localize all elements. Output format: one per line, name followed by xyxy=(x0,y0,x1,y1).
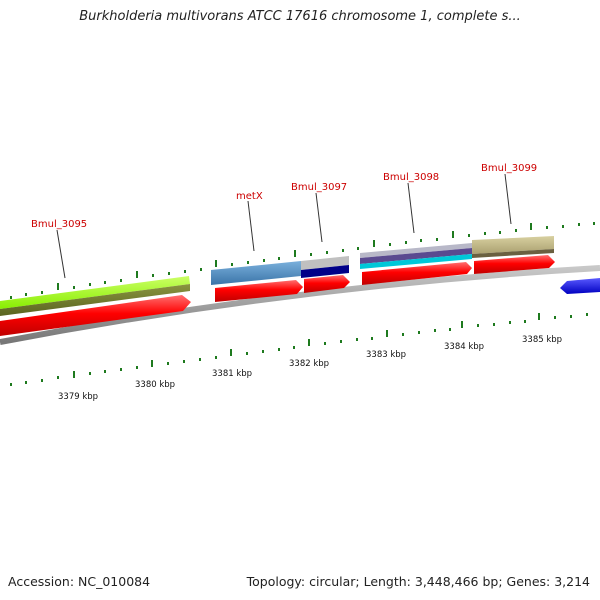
leader-line xyxy=(56,229,66,279)
gene-label-bmul-3098[interactable]: Bmul_3098 xyxy=(383,172,439,183)
map-title: Burkholderia multivorans ATCC 17616 chro… xyxy=(79,9,521,24)
kbp-label: 3385 kbp xyxy=(522,335,562,345)
feature-metx[interactable] xyxy=(211,261,301,285)
gene-label-bmul-3097[interactable]: Bmul_3097 xyxy=(291,182,347,193)
feature-bmul-3098-purple[interactable] xyxy=(360,248,472,264)
gene-label-bmul-3099[interactable]: Bmul_3099 xyxy=(481,163,537,174)
cds-arrow-reverse-blue[interactable] xyxy=(560,278,600,294)
cds-arrow-bmul-3095[interactable] xyxy=(0,295,191,336)
gene-labels: Bmul_3095 metX Bmul_3097 Bmul_3098 Bmul_… xyxy=(31,163,537,279)
kbp-label: 3379 kbp xyxy=(58,392,98,402)
gene-label-bmul-3095[interactable]: Bmul_3095 xyxy=(31,219,87,230)
cds-arrow-bmul-3099[interactable] xyxy=(474,255,555,274)
cds-arrow-bmul-3098[interactable] xyxy=(362,262,472,285)
feature-bmul-3099[interactable] xyxy=(472,236,554,254)
chromosome-backbone xyxy=(0,265,600,345)
feature-track xyxy=(0,236,554,316)
upper-tick-track xyxy=(10,222,595,299)
feature-bmul-3097-gray[interactable] xyxy=(301,256,349,270)
kbp-label: 3383 kbp xyxy=(366,350,406,360)
kbp-labels: 3379 kbp 3380 kbp 3381 kbp 3382 kbp 3383… xyxy=(58,335,562,402)
leader-line xyxy=(504,173,512,225)
feature-bmul-3097-navy[interactable] xyxy=(301,265,349,278)
feature-bmul-3098-cyan[interactable] xyxy=(360,254,472,269)
topology-text: Topology: circular; Length: 3,448,466 bp… xyxy=(246,574,590,589)
cds-track xyxy=(0,255,600,336)
leader-line xyxy=(247,200,255,252)
cds-arrow-bmul-3097[interactable] xyxy=(304,275,350,293)
accession-text: Accession: NC_010084 xyxy=(8,574,151,589)
leader-line xyxy=(407,182,415,234)
kbp-label: 3380 kbp xyxy=(135,380,175,390)
leader-line xyxy=(315,192,323,243)
kbp-label: 3382 kbp xyxy=(289,359,329,369)
feature-bmul-3095-lime[interactable] xyxy=(0,276,190,309)
kbp-label: 3381 kbp xyxy=(212,369,252,379)
feature-bmul-3099-shadow xyxy=(472,249,554,258)
gene-label-metx[interactable]: metX xyxy=(236,191,263,202)
lower-tick-track xyxy=(10,313,588,386)
kbp-label: 3384 kbp xyxy=(444,342,484,352)
feature-bmul-3098-gray[interactable] xyxy=(360,243,472,258)
feature-bmul-3095-olive[interactable] xyxy=(0,284,190,316)
cds-arrow-metx[interactable] xyxy=(215,280,303,302)
